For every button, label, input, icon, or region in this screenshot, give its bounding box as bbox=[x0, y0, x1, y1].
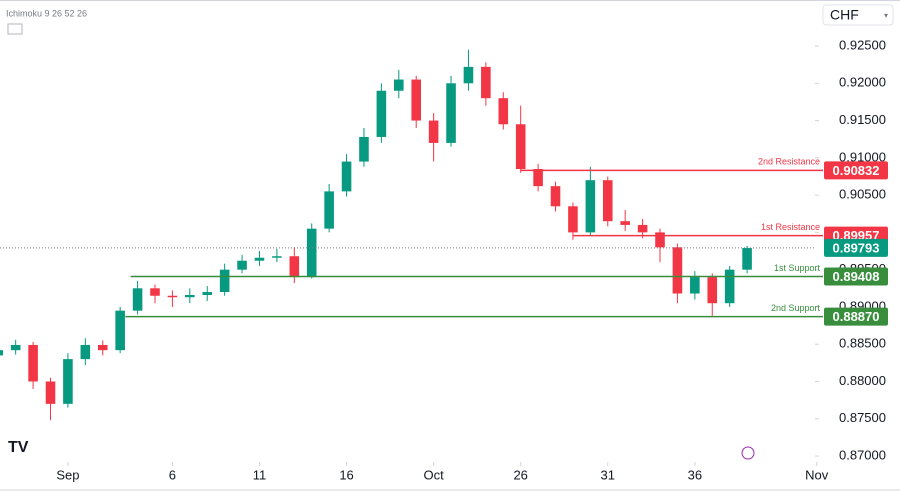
candle-body bbox=[637, 224, 648, 233]
level-label: 0.89408 bbox=[833, 269, 880, 284]
candle-body bbox=[185, 295, 195, 298]
candle-body bbox=[289, 256, 300, 278]
currency-box[interactable] bbox=[822, 4, 894, 26]
candle-body bbox=[167, 295, 178, 298]
level-label: 0.90832 bbox=[833, 163, 880, 178]
candle-body bbox=[272, 256, 282, 258]
y-tick-label: 0.87500 bbox=[839, 410, 886, 425]
candle-body bbox=[97, 344, 108, 351]
indicator-label: Ichimoku 9 26 52 26 bbox=[6, 8, 87, 18]
last-price-label: 0.89793 bbox=[833, 240, 880, 255]
x-tick-label: 6 bbox=[169, 467, 176, 482]
level-name: 2nd Resistance bbox=[758, 157, 820, 167]
candle-body bbox=[80, 344, 91, 360]
x-tick-label: 16 bbox=[339, 467, 353, 482]
candle-body bbox=[306, 228, 317, 278]
candle-body bbox=[446, 83, 456, 143]
candle-body bbox=[724, 269, 735, 304]
level-name: 1st Support bbox=[774, 263, 821, 273]
candle-body bbox=[0, 350, 4, 356]
candle-body bbox=[45, 381, 56, 404]
candle-body bbox=[742, 248, 752, 270]
y-tick-label: 0.90500 bbox=[839, 187, 886, 202]
x-tick-label: 31 bbox=[601, 467, 615, 482]
candle-body bbox=[115, 310, 125, 351]
collapse-icon[interactable] bbox=[7, 23, 23, 35]
candle-body bbox=[533, 169, 543, 187]
level-name: 1st Resistance bbox=[761, 222, 820, 232]
candle-body bbox=[10, 344, 21, 351]
level-label-box bbox=[824, 161, 888, 180]
x-tick-label: 11 bbox=[253, 467, 267, 482]
candle-body bbox=[202, 292, 213, 296]
y-tick-label: 0.87000 bbox=[839, 447, 886, 462]
currency: CHF bbox=[830, 7, 859, 23]
candle-body bbox=[602, 180, 613, 222]
candle-body bbox=[28, 344, 38, 382]
candle-body bbox=[376, 90, 387, 137]
y-tick-label: 0.88000 bbox=[839, 373, 886, 388]
candle-body bbox=[428, 120, 439, 143]
candle-body bbox=[568, 206, 578, 233]
candle-body bbox=[672, 247, 683, 294]
candle-body bbox=[150, 288, 160, 296]
level-label-box bbox=[824, 307, 888, 326]
y-tick-label: 0.92500 bbox=[839, 37, 886, 52]
x-tick-label: Sep bbox=[56, 467, 79, 482]
logo: TV bbox=[8, 439, 29, 456]
x-tick-label: 36 bbox=[688, 467, 702, 482]
candle-body bbox=[585, 180, 596, 233]
candle-body bbox=[324, 191, 334, 229]
currency-caret: ▾ bbox=[884, 11, 888, 20]
candle-body bbox=[655, 232, 665, 248]
x-tick-label: Oct bbox=[424, 467, 445, 482]
candle-body bbox=[394, 79, 404, 91]
candle-body bbox=[219, 269, 230, 293]
candle-body bbox=[132, 288, 143, 311]
y-tick-label: 0.91000 bbox=[839, 149, 886, 164]
candle-body bbox=[341, 161, 352, 192]
candle-body bbox=[237, 260, 247, 270]
candle-body bbox=[620, 221, 630, 225]
level-label-box bbox=[824, 267, 888, 286]
candle-body bbox=[463, 66, 474, 84]
x-tick-label: 26 bbox=[513, 467, 527, 482]
candle-body bbox=[707, 277, 718, 304]
y-tick-label: 0.91500 bbox=[839, 112, 886, 127]
level-name: 2nd Support bbox=[771, 303, 821, 313]
x-tick-label: Nov bbox=[805, 467, 829, 482]
event-icon[interactable] bbox=[741, 446, 755, 460]
y-tick-label: 0.88500 bbox=[839, 336, 886, 351]
candle-body bbox=[550, 186, 561, 207]
candle-body bbox=[498, 98, 509, 125]
candle-body bbox=[63, 359, 73, 404]
candle-body bbox=[515, 124, 526, 170]
level-label: 0.88870 bbox=[833, 309, 880, 324]
y-tick-label: 0.92000 bbox=[839, 75, 886, 90]
candle-body bbox=[411, 79, 421, 121]
candle-body bbox=[359, 136, 369, 162]
candle-body bbox=[690, 277, 700, 294]
candle-body bbox=[481, 66, 491, 99]
last-price-box bbox=[824, 238, 888, 257]
candle-body bbox=[254, 257, 265, 261]
